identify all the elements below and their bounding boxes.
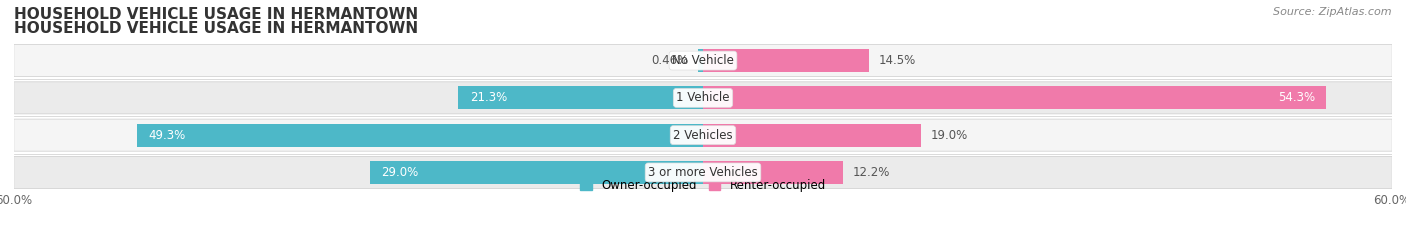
Text: 3 or more Vehicles: 3 or more Vehicles <box>648 166 758 179</box>
FancyBboxPatch shape <box>14 156 1392 188</box>
Text: 1 Vehicle: 1 Vehicle <box>676 91 730 104</box>
Bar <box>458 86 703 110</box>
Text: 0.46%: 0.46% <box>651 54 689 67</box>
Text: HOUSEHOLD VEHICLE USAGE IN HERMANTOWN: HOUSEHOLD VEHICLE USAGE IN HERMANTOWN <box>14 7 418 22</box>
Bar <box>703 123 921 147</box>
Legend: Owner-occupied, Renter-occupied: Owner-occupied, Renter-occupied <box>575 175 831 197</box>
Bar <box>703 86 1326 110</box>
Text: 14.5%: 14.5% <box>879 54 915 67</box>
Text: 12.2%: 12.2% <box>852 166 890 179</box>
Bar <box>370 161 703 184</box>
Bar <box>703 49 869 72</box>
Text: 2 Vehicles: 2 Vehicles <box>673 129 733 142</box>
FancyBboxPatch shape <box>14 119 1392 151</box>
Text: Source: ZipAtlas.com: Source: ZipAtlas.com <box>1274 7 1392 17</box>
Bar <box>703 161 844 184</box>
Text: 19.0%: 19.0% <box>931 129 967 142</box>
Text: HOUSEHOLD VEHICLE USAGE IN HERMANTOWN: HOUSEHOLD VEHICLE USAGE IN HERMANTOWN <box>14 21 418 36</box>
Text: 54.3%: 54.3% <box>1278 91 1315 104</box>
FancyBboxPatch shape <box>14 82 1392 114</box>
Text: 29.0%: 29.0% <box>381 166 419 179</box>
FancyBboxPatch shape <box>14 45 1392 77</box>
Text: 49.3%: 49.3% <box>149 129 186 142</box>
Text: 21.3%: 21.3% <box>470 91 508 104</box>
Bar <box>136 123 703 147</box>
Bar <box>697 49 703 72</box>
Text: No Vehicle: No Vehicle <box>672 54 734 67</box>
